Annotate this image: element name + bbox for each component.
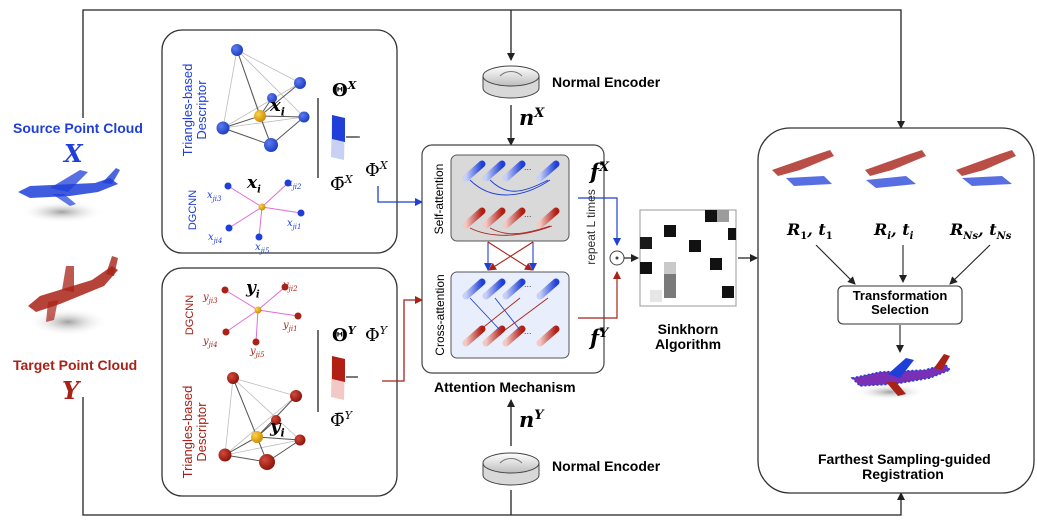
registration-caption-line1: Farthest Sampling-guided xyxy=(818,451,991,467)
target-phi-bar-label: Φ̄Y xyxy=(330,409,353,431)
target-neighbor-3: yji1 xyxy=(283,320,298,333)
transformation-selection-line2: Selection xyxy=(871,302,929,318)
cross-ellipsis-bottom: ... xyxy=(524,326,532,336)
attention-inter-arrows xyxy=(484,241,537,271)
self-ellipsis-top: ... xyxy=(524,162,532,172)
normal-encoder-top-symbol: nX xyxy=(519,105,545,130)
target-neighbor-1: yji3 xyxy=(203,292,218,305)
fy-label: fY xyxy=(590,325,609,350)
normal-encoder-top-icon xyxy=(482,65,540,99)
source-airplane-image xyxy=(18,168,120,223)
selection-arrows xyxy=(815,244,991,353)
source-to-attention-arrow xyxy=(377,186,423,206)
sinkhorn-caption: Sinkhorn Algorithm xyxy=(648,321,728,353)
candidate-i-label: Ri, ti xyxy=(874,220,914,243)
normal-encoder-bottom-symbol: nY xyxy=(519,407,544,432)
source-neighbor-4: xji4 xyxy=(208,232,223,245)
target-descriptor-label: Triangles-based Descriptor xyxy=(180,377,221,487)
target-feature-bar xyxy=(331,356,345,400)
source-neighbor-1: xji3 xyxy=(207,190,222,203)
target-dgcnn-center-label: yi xyxy=(246,278,260,301)
target-descriptor-box xyxy=(161,267,398,497)
source-dgcnn-center-label: xi xyxy=(247,173,261,196)
registration-candidate-clouds xyxy=(772,150,1016,188)
target-dgcnn-label: DGCNN xyxy=(184,294,196,336)
target-neighbor-4: yji4 xyxy=(203,336,218,349)
source-title: Source Point Cloud xyxy=(13,120,143,136)
target-title: Target Point Cloud xyxy=(13,357,138,373)
source-descriptor-box xyxy=(161,29,398,254)
attention-caption: Attention Mechanism xyxy=(434,379,576,395)
transformation-selection-label: Transformation Selection xyxy=(838,288,962,318)
registration-caption-line2: Registration xyxy=(862,466,944,483)
target-to-attention-arrow xyxy=(382,296,423,382)
source-dgcnn-label: DGCNN xyxy=(187,189,199,231)
transformation-selection-line1: Transformation xyxy=(852,288,948,303)
source-feature-bar xyxy=(331,115,345,160)
source-center-node-label: xi xyxy=(270,95,285,119)
registration-caption: Farthest Sampling-guided Registration xyxy=(818,451,991,483)
target-airplane-image xyxy=(28,256,118,336)
target-center-node-label: yi xyxy=(270,416,285,440)
self-attention-label: Self-attention xyxy=(432,163,446,235)
global-connector-lines xyxy=(82,9,905,516)
source-descriptor-line2: Descriptor xyxy=(194,80,210,140)
source-neighbor-5: xji5 xyxy=(255,242,270,255)
target-phi-label: ΦY xyxy=(365,324,388,346)
source-descriptor-label: Triangles-based Descriptor xyxy=(180,55,221,165)
sinkhorn-matrix xyxy=(639,209,737,307)
source-neighbor-3: xji1 xyxy=(287,218,302,231)
sinkhorn-line2: Algorithm xyxy=(654,336,722,353)
cross-attention-links xyxy=(469,297,549,331)
normal-encoder-bottom-label: Normal Encoder xyxy=(552,458,661,474)
target-triangle-graph xyxy=(218,372,306,470)
candidate-n-label: RNs, tNs xyxy=(950,220,1012,243)
target-theta-label: ΘY xyxy=(332,324,356,346)
source-neighbor-2: xji2 xyxy=(287,178,302,191)
source-symbol: X xyxy=(64,139,83,168)
cross-ellipsis-top: ... xyxy=(524,279,532,289)
fx-label: fX xyxy=(590,159,610,184)
normal-encoder-top-label: Normal Encoder xyxy=(552,74,661,90)
cross-attention-label: Cross-attention xyxy=(433,274,447,356)
normal-encoder-bottom-icon xyxy=(482,452,540,486)
target-dgcnn-graph xyxy=(221,283,302,346)
repeat-label: repeat L times xyxy=(584,189,598,265)
target-descriptor-line1: Triangles-based xyxy=(180,385,195,479)
registered-airplane-image xyxy=(850,354,952,400)
cross-attention-tokens xyxy=(462,278,560,347)
self-attention-tokens xyxy=(462,160,560,229)
source-theta-label: ΘX xyxy=(332,79,357,101)
source-triangle-graph xyxy=(216,44,310,152)
sinkhorn-line1: Sinkhorn xyxy=(657,321,719,337)
target-neighbor-2: yji2 xyxy=(283,280,298,293)
transformation-selection-box xyxy=(837,285,963,325)
source-phi-bar-label: Φ̄X xyxy=(330,173,353,195)
fy-loop-arrow xyxy=(578,271,621,319)
target-neighbor-5: yji5 xyxy=(250,346,265,359)
source-dgcnn-graph xyxy=(224,179,305,241)
fx-loop-arrow xyxy=(578,197,621,246)
self-attention-links xyxy=(469,179,553,236)
source-descriptor-line1: Triangles-based xyxy=(180,63,195,157)
candidate-1-label: R1, t1 xyxy=(787,220,833,243)
target-symbol: Y xyxy=(62,376,80,405)
target-descriptor-line2: Descriptor xyxy=(194,402,210,462)
source-phi-label: ΦX xyxy=(365,159,388,181)
self-ellipsis-bottom: ... xyxy=(524,209,532,219)
